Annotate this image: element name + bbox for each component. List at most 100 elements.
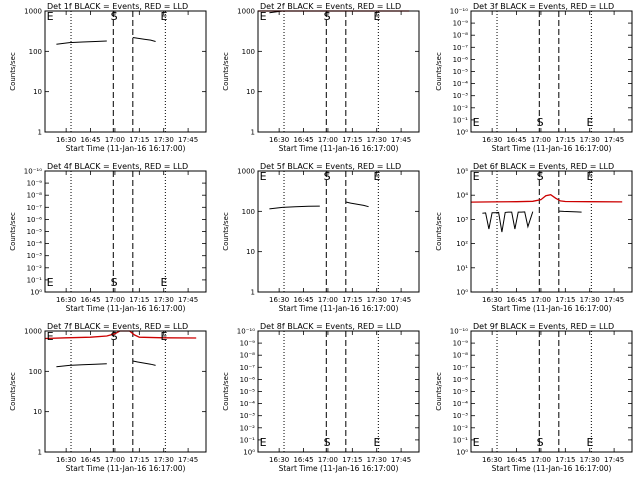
interval-marker-edge: E	[586, 170, 593, 183]
x-tick-label: 17:45	[391, 296, 411, 304]
x-tick-label: 17:30	[367, 136, 387, 144]
y-tick-label: 10⁻⁵	[453, 388, 469, 396]
panel-title: Det 6f BLACK = Events, RED = LLD	[473, 162, 614, 171]
x-axis-label: Start Time (11-Jan-16 16:17:00)	[492, 464, 612, 473]
interval-marker-edge: E	[160, 330, 167, 343]
x-tick-label: 17:30	[367, 296, 387, 304]
interval-marker-start: S	[324, 436, 331, 449]
interval-marker-edge: E	[473, 116, 480, 129]
y-tick-label: 10⁻⁸	[27, 192, 43, 200]
y-tick-label: 10⁻²	[240, 424, 256, 432]
x-tick-label: 17:00	[105, 296, 125, 304]
y-tick-label: 10⁰	[30, 289, 42, 297]
y-tick-label: 10⁻⁹	[453, 20, 469, 28]
x-tick-label: 17:45	[604, 456, 624, 464]
y-axis-label: Counts/sec	[9, 372, 17, 411]
x-tick-label: 17:30	[154, 296, 174, 304]
panel-det1: Det 1f BLACK = Events, RED = LLD Counts/s…	[9, 2, 207, 153]
x-tick-label: 16:30	[269, 456, 289, 464]
x-tick-label: 17:00	[531, 296, 551, 304]
y-tick-label: 10⁻⁷	[240, 364, 256, 372]
y-tick-label: 100	[242, 208, 255, 216]
y-tick-label: 10⁻¹⁰	[450, 8, 468, 16]
x-tick-label: 17:00	[531, 456, 551, 464]
panel-det8: Det 8f BLACK = Events, RED = LLD Counts/s…	[222, 322, 420, 473]
y-tick-label: 10⁻¹	[453, 436, 469, 444]
y-tick-label: 10⁻⁴	[453, 400, 469, 408]
x-tick-label: 17:45	[178, 456, 198, 464]
interval-marker-edge: E	[47, 330, 54, 343]
x-tick-label: 16:45	[80, 136, 100, 144]
plot-frame	[470, 330, 633, 453]
interval-marker-edge: E	[47, 10, 54, 23]
y-tick-label: 10⁻⁵	[240, 388, 256, 396]
x-tick-label: 16:45	[506, 456, 526, 464]
x-tick-label: 17:30	[154, 456, 174, 464]
interval-marker-start: S	[537, 170, 544, 183]
x-tick-label: 16:45	[80, 456, 100, 464]
x-axis-label: Start Time (11-Jan-16 16:17:00)	[279, 304, 399, 313]
y-tick-label: 10⁻³	[240, 412, 256, 420]
y-axis-label: Counts/sec	[9, 52, 17, 91]
y-tick-label: 10	[33, 88, 42, 96]
interval-marker-edge: E	[373, 170, 380, 183]
x-tick-label: 17:15	[129, 456, 149, 464]
panel-title: Det 2f BLACK = Events, RED = LLD	[260, 2, 401, 11]
y-tick-label: 10⁻³	[27, 252, 43, 260]
x-axis-label: Start Time (11-Jan-16 16:17:00)	[279, 144, 399, 153]
x-tick-label: 17:45	[178, 136, 198, 144]
x-tick-label: 17:00	[318, 296, 338, 304]
x-tick-label: 17:15	[342, 456, 362, 464]
x-tick-label: 17:15	[555, 456, 575, 464]
interval-marker-edge: E	[260, 10, 267, 23]
panel-title: Det 5f BLACK = Events, RED = LLD	[260, 162, 401, 171]
y-tick-label: 10⁻⁹	[27, 180, 43, 188]
x-tick-label: 16:45	[293, 456, 313, 464]
y-tick-label: 10⁰	[456, 289, 468, 297]
y-tick-label: 10⁻³	[453, 412, 469, 420]
y-tick-label: 10⁻⁶	[453, 376, 469, 384]
x-tick-label: 16:45	[293, 296, 313, 304]
panel-det2: Det 2f BLACK = Events, RED = LLD Counts/s…	[222, 2, 420, 153]
y-tick-label: 10	[246, 88, 255, 96]
x-tick-label: 17:15	[555, 296, 575, 304]
interval-marker-start: S	[111, 330, 118, 343]
x-tick-label: 17:15	[555, 136, 575, 144]
y-tick-label: 10⁰	[456, 129, 468, 137]
x-tick-label: 16:30	[56, 456, 76, 464]
y-tick-label: 10⁴	[456, 192, 468, 200]
x-axis-label: Start Time (11-Jan-16 16:17:00)	[492, 144, 612, 153]
x-tick-label: 17:45	[178, 296, 198, 304]
events-rate-line	[132, 360, 156, 366]
interval-marker-edge: E	[160, 10, 167, 23]
y-axis-label: Counts/sec	[222, 212, 230, 251]
x-axis-label: Start Time (11-Jan-16 16:17:00)	[492, 304, 612, 313]
interval-marker-edge: E	[260, 436, 267, 449]
panel-det6: Det 6f BLACK = Events, RED = LLD Counts/s…	[435, 162, 633, 313]
x-tick-label: 17:45	[604, 296, 624, 304]
events-rate-line	[558, 210, 582, 213]
panel-title: Det 4f BLACK = Events, RED = LLD	[47, 162, 188, 171]
x-tick-label: 16:30	[56, 136, 76, 144]
interval-marker-start: S	[537, 436, 544, 449]
y-tick-label: 10³	[456, 216, 468, 224]
x-tick-label: 16:30	[482, 456, 502, 464]
interval-marker-edge: E	[160, 276, 167, 289]
lld-rate-line	[470, 194, 623, 203]
y-axis-label: Counts/sec	[435, 372, 443, 411]
y-tick-label: 100	[242, 48, 255, 56]
x-tick-label: 17:15	[129, 136, 149, 144]
plot-frame	[44, 10, 207, 133]
x-tick-label: 16:45	[506, 136, 526, 144]
x-tick-label: 17:45	[391, 456, 411, 464]
y-tick-label: 10⁻¹	[453, 116, 469, 124]
x-axis-label: Start Time (11-Jan-16 16:17:00)	[279, 464, 399, 473]
x-tick-label: 17:00	[318, 456, 338, 464]
interval-marker-start: S	[324, 170, 331, 183]
y-axis-label: Counts/sec	[435, 52, 443, 91]
y-tick-label: 10⁻²	[453, 424, 469, 432]
y-tick-label: 10⁻⁵	[27, 228, 43, 236]
lld-rate-line	[44, 330, 197, 340]
y-tick-label: 10⁻⁶	[27, 216, 43, 224]
y-tick-label: 10⁰	[243, 449, 255, 457]
